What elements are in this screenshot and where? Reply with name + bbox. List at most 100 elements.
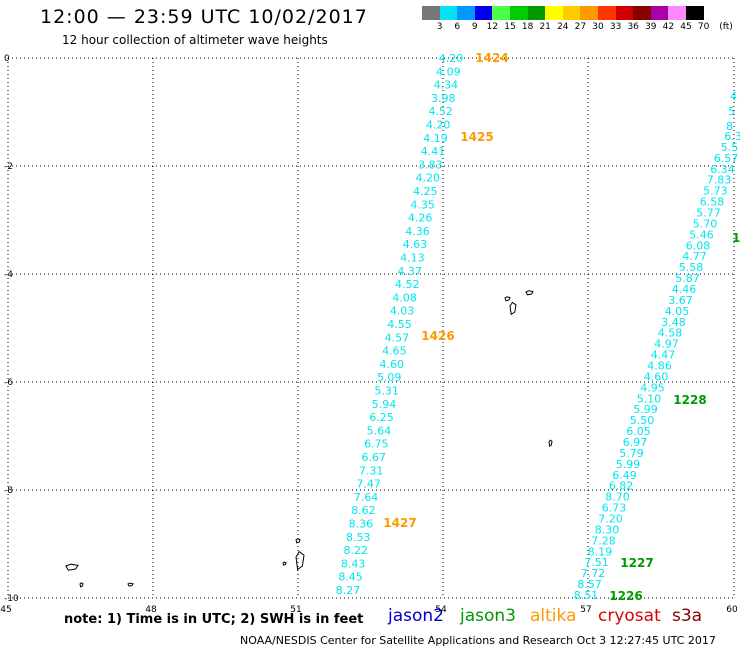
satellite-name: s3a	[672, 606, 703, 626]
wave-height-label: 7.31	[359, 464, 384, 477]
wave-height-label: 4.26	[408, 212, 433, 225]
wave-height-label: 5.5	[721, 141, 739, 154]
legend-swatch	[439, 6, 458, 20]
island-outline	[525, 290, 534, 296]
legend-label: 45	[680, 22, 692, 32]
pass-time-label: 1226	[609, 589, 642, 603]
wave-height-label: 4	[730, 90, 737, 103]
wave-height-label: 7.72	[581, 567, 606, 580]
wave-height-label: 5.94	[372, 398, 397, 411]
wave-height-label: 5.77	[696, 207, 721, 220]
wave-height-label: 6.75	[364, 438, 389, 451]
wave-height-label: 8.30	[595, 523, 620, 536]
wave-height-label: 6.25	[369, 411, 394, 424]
legend-label: 27	[574, 22, 587, 32]
legend-swatch	[509, 6, 528, 20]
wave-height-label: 8.70	[605, 491, 630, 504]
island-outline	[504, 296, 511, 302]
legend-swatch	[633, 6, 651, 20]
y-tick-label: -8	[4, 486, 13, 496]
wave-height-label: 5.79	[619, 447, 644, 460]
legend-label: 36	[627, 22, 639, 32]
wave-height-label: 6.08	[686, 239, 711, 252]
legend-label: 12	[486, 22, 499, 32]
island-outline	[79, 582, 84, 588]
wave-height-label: 7.83	[707, 174, 732, 187]
wave-height-label: 7.28	[591, 534, 616, 547]
footnote: note: 1) Time is in UTC; 2) SWH is in fe…	[64, 612, 364, 627]
y-tick-label: 0	[4, 54, 10, 64]
legend-swatch	[650, 6, 669, 20]
legend-swatch	[580, 6, 598, 20]
wave-height-label: 4.35	[410, 198, 435, 211]
wave-height-label: 5.58	[679, 261, 704, 274]
x-tick-label: 48	[145, 605, 157, 615]
x-tick-label: 54	[435, 605, 447, 615]
legend-label: 70	[697, 22, 710, 32]
wave-height-label: 4.09	[436, 65, 461, 78]
wave-height-label: 8.45	[338, 571, 363, 584]
wave-height-label: 8.57	[577, 578, 602, 591]
chart-title: 12:00 — 23:59 UTC 10/02/2017	[40, 6, 368, 28]
wave-height-label: 6.73	[602, 502, 627, 515]
satellite-name: jason3	[460, 606, 516, 626]
legend-swatch	[422, 6, 440, 20]
satellite-name: altika	[530, 606, 577, 626]
wave-height-label: 4.20	[416, 172, 441, 185]
wave-height-label: 6.49	[612, 469, 637, 482]
pass-time-label: 1426	[421, 329, 454, 343]
wave-height-label: 7.51	[584, 556, 609, 569]
wave-height-label: 7.20	[598, 513, 623, 526]
y-tick-label: -10	[4, 594, 19, 604]
pass-time-label: 1227	[620, 556, 653, 570]
wave-height-label: 4.63	[403, 238, 428, 251]
legend-label: 9	[471, 22, 478, 32]
wave-height-label: 7.47	[356, 478, 381, 491]
wave-height-label: 5.46	[689, 228, 714, 241]
island-outline	[295, 538, 301, 544]
wave-height-label: 7.64	[354, 491, 379, 504]
island-outline	[295, 550, 305, 571]
legend-label: 3	[436, 22, 443, 32]
legend-unit: (ft)	[719, 22, 733, 32]
pass-time-label: 1424	[475, 51, 508, 65]
legend-swatch	[685, 6, 704, 20]
x-tick-label: 51	[290, 605, 301, 615]
wave-height-label: 5.64	[367, 424, 392, 437]
pass-time-label: 1228	[673, 393, 706, 407]
wave-height-label: 8	[726, 120, 733, 133]
satellite-name: cryosat	[598, 606, 661, 626]
x-tick-label: 45	[0, 605, 11, 615]
wave-height-label: 4.36	[405, 225, 430, 238]
island-outline	[509, 301, 517, 316]
wave-height-label: 6.82	[609, 480, 634, 493]
wave-height-label: 8.36	[349, 518, 374, 531]
wave-height-label: 4.19	[423, 132, 448, 145]
pass-time-label: 12	[732, 231, 740, 245]
y-tick-label: -6	[4, 378, 13, 388]
legend-label: 18	[521, 22, 534, 32]
island-outline	[282, 561, 287, 566]
legend-swatch	[668, 6, 686, 20]
wave-height-label: 5.99	[633, 403, 658, 416]
island-outline	[127, 582, 134, 587]
legend-label: 15	[504, 22, 516, 32]
wave-height-label: 4.05	[665, 305, 690, 318]
wave-height-label: 8.22	[343, 544, 368, 557]
wave-height-label: 4.52	[395, 278, 420, 291]
wave-height-label: 6.05	[626, 425, 651, 438]
wave-height-label: 8.62	[351, 504, 376, 517]
wave-height-label: 4.58	[658, 327, 683, 340]
wave-height-label: 8.53	[346, 531, 371, 544]
y-tick-label: -4	[4, 270, 13, 280]
wave-height-label: 3.48	[661, 316, 686, 329]
legend-label: 6	[454, 22, 461, 32]
wave-height-label: 5.87	[675, 272, 700, 285]
wave-height-label: 6.34	[710, 163, 735, 176]
wave-height-label: 4.86	[647, 360, 672, 373]
legend-swatch	[527, 6, 546, 20]
satellite-name: jason2	[388, 606, 444, 626]
y-tick-label: -2	[4, 162, 13, 172]
wave-height-label: 4.77	[682, 250, 707, 263]
